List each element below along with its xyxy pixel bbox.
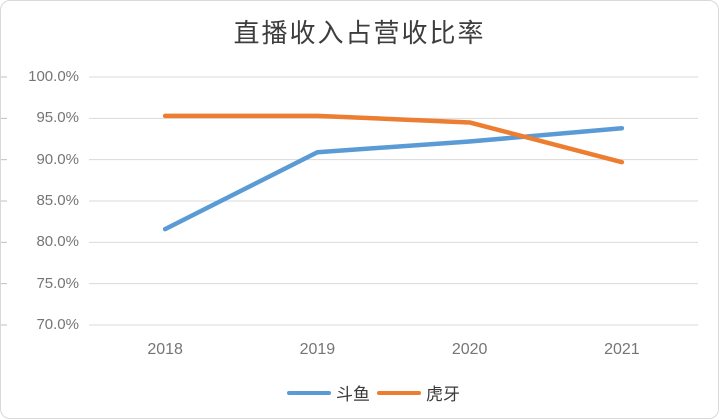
x-axis-tick-label: 2020 [451,341,488,358]
chart-title: 直播收入占营收比率 [233,19,486,48]
y-axis-tick-label: 80.0% [36,233,79,251]
series-line-斗鱼 [162,126,625,232]
x-axis-tick-label: 2021 [604,341,640,358]
y-axis-tick-label: 70.0% [36,316,79,333]
y-axis-tick-label: 90.0% [36,150,79,168]
y-axis-tick-label: 100.0% [28,68,79,85]
x-axis-tick-label: 2018 [147,341,183,358]
y-axis-tick-label: 85.0% [36,192,79,209]
legend-line-swatch [377,390,421,395]
legend-label: 虎牙 [426,385,460,404]
y-axis-tick-label: 75.0% [36,274,79,292]
x-axis-tick-label: 2019 [299,341,336,358]
legend-item: 斗鱼 [287,380,370,405]
legend-item: 虎牙 [377,380,460,405]
legend-label: 斗鱼 [336,385,370,404]
y-axis-tick-label: 95.0% [36,109,79,127]
legend-line-swatch [287,390,331,395]
legend: 斗鱼 虎牙 [15,380,718,405]
series-line-虎牙 [162,113,625,165]
